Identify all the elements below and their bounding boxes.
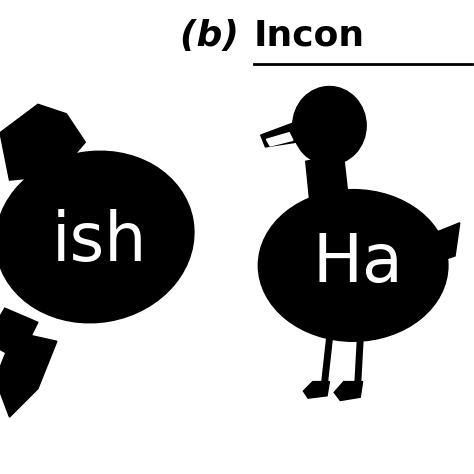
Text: ish: ish bbox=[52, 209, 147, 275]
Text: (b): (b) bbox=[180, 19, 252, 53]
Polygon shape bbox=[424, 223, 460, 265]
Polygon shape bbox=[0, 104, 85, 180]
Polygon shape bbox=[303, 382, 329, 398]
Polygon shape bbox=[261, 123, 296, 147]
Polygon shape bbox=[306, 156, 348, 209]
Polygon shape bbox=[0, 308, 38, 360]
Ellipse shape bbox=[292, 87, 366, 165]
Polygon shape bbox=[266, 133, 293, 146]
Polygon shape bbox=[0, 332, 57, 417]
Ellipse shape bbox=[0, 151, 194, 323]
Text: Incon: Incon bbox=[254, 19, 365, 53]
Polygon shape bbox=[334, 382, 363, 401]
Text: Ha: Ha bbox=[312, 230, 403, 296]
Ellipse shape bbox=[258, 190, 448, 341]
